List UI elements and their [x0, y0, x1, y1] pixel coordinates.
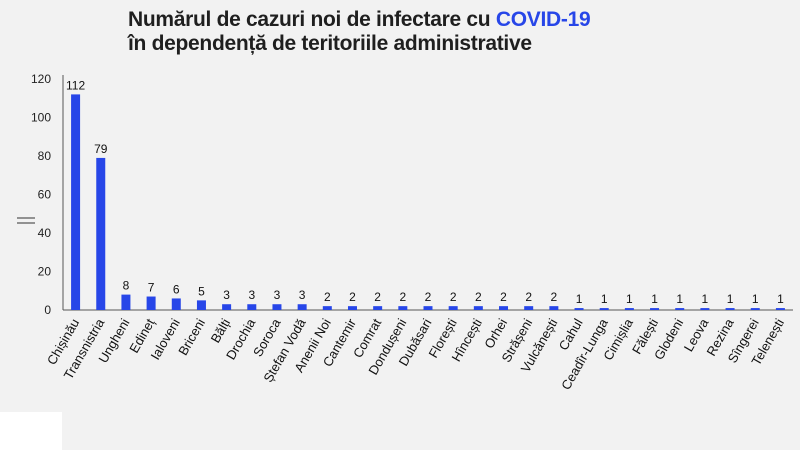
- bar: [650, 308, 660, 310]
- chart-title: Numărul de cazuri noi de infectare cu CO…: [128, 8, 788, 56]
- y-tick-label: 40: [38, 226, 52, 240]
- title-accent: COVID-19: [495, 8, 591, 31]
- data-label: 2: [349, 290, 356, 304]
- data-label: 2: [324, 290, 331, 304]
- title-line-2: în dependență de teritoriile administrat…: [128, 32, 532, 55]
- y-tick-label: 20: [38, 265, 52, 279]
- data-label: 1: [727, 292, 734, 306]
- chart-y-tick-labels: 0 20 40 60 80 100 120: [31, 72, 51, 317]
- data-label: 3: [274, 288, 281, 302]
- bar: [750, 308, 760, 310]
- data-label: 1: [626, 292, 633, 306]
- data-label: 2: [425, 290, 432, 304]
- bar: [171, 298, 181, 310]
- y-tick-label: 60: [38, 188, 52, 202]
- bar: [524, 306, 534, 310]
- data-label: 112: [66, 78, 85, 92]
- bar: [347, 306, 357, 310]
- data-label: 1: [777, 292, 784, 306]
- bar: [675, 308, 685, 310]
- y-tick-label: 100: [31, 111, 51, 125]
- bar: [473, 306, 483, 310]
- bar: [624, 308, 634, 310]
- data-label: 2: [500, 290, 507, 304]
- data-label: 6: [173, 282, 180, 296]
- chart-bars: [71, 94, 785, 311]
- data-label: 2: [475, 290, 482, 304]
- y-tick-label: 80: [38, 149, 52, 163]
- corner-patch: [0, 412, 62, 450]
- bar: [448, 306, 458, 310]
- chart-axes: [62, 75, 793, 311]
- data-label: 1: [576, 292, 583, 306]
- data-label: 1: [651, 292, 658, 306]
- data-label: 2: [450, 290, 457, 304]
- bar: [725, 308, 735, 310]
- data-label: 1: [601, 292, 608, 306]
- chart-decor: [17, 217, 35, 224]
- chart-x-tick-labels: ChișinăuTransnistriaUngheniEdinețIaloven…: [44, 315, 787, 392]
- bar: [549, 306, 559, 310]
- bar: [423, 306, 433, 310]
- y-tick-label: 120: [31, 72, 51, 86]
- data-label: 3: [223, 288, 230, 302]
- bar: [499, 306, 509, 310]
- bar: [775, 308, 785, 310]
- bar: [71, 94, 81, 311]
- bar: [121, 294, 131, 310]
- bar: [700, 308, 710, 310]
- bar: [373, 306, 383, 310]
- data-label: 3: [299, 288, 306, 302]
- bar: [574, 308, 584, 310]
- data-label: 79: [94, 142, 108, 156]
- data-label: 1: [676, 292, 683, 306]
- bar: [247, 304, 257, 310]
- data-label: 7: [148, 281, 155, 295]
- bar: [196, 300, 206, 310]
- x-tick-label: Bălți: [208, 316, 234, 345]
- bar: [272, 304, 282, 310]
- bar: [322, 306, 332, 310]
- y-tick-label: 0: [44, 303, 51, 317]
- bar: [96, 157, 106, 310]
- data-label: 1: [752, 292, 759, 306]
- bar: [146, 296, 156, 310]
- bar: [599, 308, 609, 310]
- chart-data-labels: 112 79 8 7 6 5 3 3 3 3 2 2 2 2 2 2 2 2 2 2 1 1 1 1 1 1 1 1 1: [66, 78, 784, 306]
- title-prefix: Numărul de cazuri noi de infectare cu: [128, 8, 496, 31]
- bar: [222, 304, 232, 310]
- title-line-1: Numărul de cazuri noi de infectare cu CO…: [128, 8, 788, 32]
- data-label: 3: [248, 288, 255, 302]
- data-label: 1: [702, 292, 709, 306]
- bar: [398, 306, 408, 310]
- data-label: 5: [198, 284, 205, 298]
- data-label: 2: [399, 290, 406, 304]
- bar: [297, 304, 307, 310]
- data-label: 8: [123, 279, 130, 293]
- data-label: 2: [525, 290, 532, 304]
- data-label: 2: [374, 290, 381, 304]
- data-label: 2: [551, 290, 558, 304]
